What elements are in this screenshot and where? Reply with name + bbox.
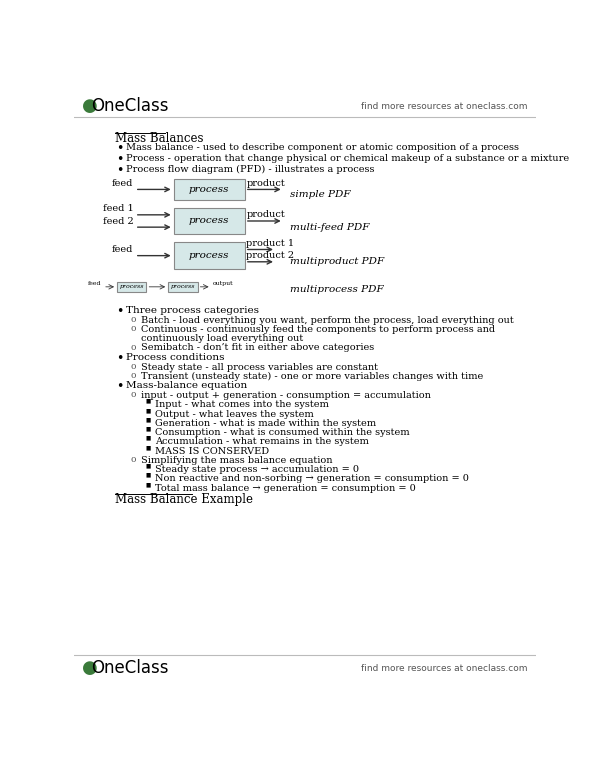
Text: find more resources at oneclass.com: find more resources at oneclass.com: [361, 102, 528, 111]
Text: Process conditions: Process conditions: [126, 353, 224, 362]
Text: Simplifying the mass balance equation: Simplifying the mass balance equation: [141, 456, 333, 465]
Text: Transient (unsteady state) - one or more variables changes with time: Transient (unsteady state) - one or more…: [141, 372, 483, 381]
Text: feed: feed: [112, 245, 133, 254]
Text: ●: ●: [82, 659, 98, 678]
Text: find more resources at oneclass.com: find more resources at oneclass.com: [361, 664, 528, 673]
Text: Steady state - all process variables are constant: Steady state - all process variables are…: [141, 363, 378, 372]
Text: •: •: [116, 352, 124, 365]
Text: •: •: [116, 142, 124, 156]
Text: Accumulation - what remains in the system: Accumulation - what remains in the syste…: [155, 437, 369, 447]
Text: Process flow diagram (PFD) - illustrates a process: Process flow diagram (PFD) - illustrates…: [126, 165, 374, 174]
Text: Mass balance - used to describe component or atomic composition of a process: Mass balance - used to describe componen…: [126, 143, 518, 152]
Text: Steady state process → accumulation = 0: Steady state process → accumulation = 0: [155, 465, 359, 474]
Bar: [168, 282, 198, 292]
Text: multi-feed PDF: multi-feed PDF: [290, 223, 369, 232]
Text: ■: ■: [146, 427, 151, 431]
Text: ■: ■: [146, 464, 151, 468]
Text: feed: feed: [88, 281, 102, 286]
Text: process: process: [120, 284, 144, 290]
Text: o: o: [130, 362, 136, 371]
Text: Continuous - continuously feed the components to perform process and: Continuous - continuously feed the compo…: [141, 325, 495, 334]
Text: simple PDF: simple PDF: [290, 189, 350, 199]
Text: Mass-balance equation: Mass-balance equation: [126, 381, 247, 390]
Text: continuously load everything out: continuously load everything out: [141, 334, 303, 343]
Text: process: process: [189, 251, 230, 260]
Text: product: product: [246, 179, 285, 188]
Text: feed 2: feed 2: [102, 216, 133, 226]
Text: OneClass: OneClass: [92, 659, 169, 678]
Text: Mass Balance Example: Mass Balance Example: [115, 493, 253, 506]
Text: MASS IS CONSERVED: MASS IS CONSERVED: [155, 447, 269, 456]
Text: multiproduct PDF: multiproduct PDF: [290, 257, 384, 266]
Text: ●: ●: [82, 97, 98, 115]
Bar: [117, 282, 146, 292]
Bar: [174, 208, 245, 234]
Text: ■: ■: [146, 445, 151, 450]
Text: Batch - load everything you want, perform the process, load everything out: Batch - load everything you want, perfor…: [141, 316, 513, 325]
Text: process: process: [171, 284, 195, 290]
Text: ■: ■: [146, 482, 151, 487]
Text: product 2: product 2: [246, 251, 295, 260]
Text: ■: ■: [146, 417, 151, 422]
Bar: [174, 179, 245, 200]
Text: Mass Balances: Mass Balances: [115, 132, 203, 146]
Text: product 1: product 1: [246, 239, 295, 248]
Text: product: product: [246, 210, 285, 219]
Text: Total mass balance → generation = consumption = 0: Total mass balance → generation = consum…: [155, 484, 416, 493]
Text: process: process: [189, 216, 230, 226]
Text: •: •: [116, 305, 124, 318]
Text: ■: ■: [146, 408, 151, 413]
Text: multiprocess PDF: multiprocess PDF: [290, 286, 384, 294]
Text: ■: ■: [146, 436, 151, 440]
Text: Three process categories: Three process categories: [126, 306, 258, 315]
Text: o: o: [130, 390, 136, 400]
Text: o: o: [130, 343, 136, 352]
Text: ■: ■: [146, 473, 151, 477]
Text: input - output + generation - consumption = accumulation: input - output + generation - consumptio…: [141, 391, 431, 400]
Text: feed 1: feed 1: [102, 204, 133, 213]
Text: Semibatch - don’t fit in either above categories: Semibatch - don’t fit in either above ca…: [141, 343, 374, 353]
Text: Input - what comes into the system: Input - what comes into the system: [155, 400, 329, 410]
Text: OneClass: OneClass: [92, 97, 169, 115]
Text: process: process: [189, 185, 230, 194]
Text: ■: ■: [146, 399, 151, 403]
Text: o: o: [130, 324, 136, 333]
Text: •: •: [116, 380, 124, 393]
Text: o: o: [130, 455, 136, 464]
Text: output: output: [213, 281, 234, 286]
Text: Process - operation that change physical or chemical makeup of a substance or a : Process - operation that change physical…: [126, 154, 569, 163]
Text: Consumption - what is consumed within the system: Consumption - what is consumed within th…: [155, 428, 409, 437]
Text: Output - what leaves the system: Output - what leaves the system: [155, 410, 314, 419]
Text: •: •: [116, 164, 124, 177]
Text: Non reactive and non-sorbing → generation = consumption = 0: Non reactive and non-sorbing → generatio…: [155, 474, 469, 484]
Text: o: o: [130, 371, 136, 380]
Bar: [174, 242, 245, 270]
Text: •: •: [116, 153, 124, 166]
Text: o: o: [130, 315, 136, 324]
Text: feed: feed: [112, 179, 133, 188]
Text: Generation - what is made within the system: Generation - what is made within the sys…: [155, 419, 376, 428]
